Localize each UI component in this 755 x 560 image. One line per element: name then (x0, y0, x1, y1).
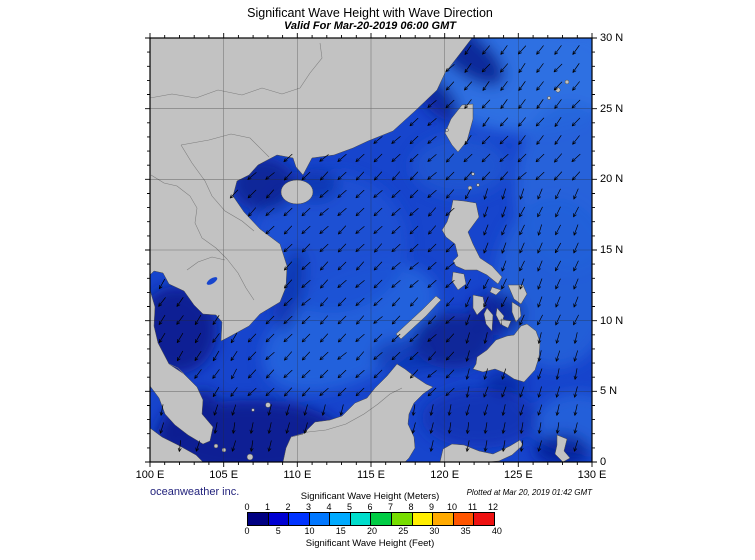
colorbar-cell (391, 513, 412, 525)
feet-tick-label: 35 (460, 526, 471, 536)
land-negros (483, 307, 494, 332)
feet-tick-label: 0 (244, 526, 250, 536)
colorbar-cell (473, 513, 494, 525)
valid-time-subtitle: Valid For Mar-20-2019 06:00 GMT (284, 20, 456, 32)
meters-tick-label: 10 (446, 502, 458, 512)
lon-tick-label: 105 E (209, 469, 239, 481)
land-taiwan (444, 103, 474, 153)
colorbar-cell (329, 513, 350, 525)
land-masbate (489, 286, 502, 296)
island-ryukyu-2 (564, 79, 570, 85)
lat-tick-label: 30 N (600, 32, 624, 44)
meters-tick-label: 1 (264, 502, 271, 512)
colorbar-cell (370, 513, 392, 525)
land-samar (507, 284, 528, 305)
feet-tick-label: 25 (398, 526, 409, 536)
lon-tick-label: 125 E (503, 469, 533, 481)
colorbar-cell (288, 513, 309, 525)
island-riau (213, 443, 219, 449)
axis-ticks (145, 33, 597, 467)
meters-tick-label: 6 (367, 502, 373, 512)
land-bohol (500, 318, 512, 329)
island-penghu (445, 128, 449, 132)
lat-tick-label: 25 N (600, 102, 624, 115)
lon-tick-label: 100 E (135, 469, 165, 481)
colorbar-cell (308, 513, 330, 525)
land-luzon (441, 199, 503, 285)
colorbar-cell (349, 513, 371, 525)
land-mindoro (451, 271, 467, 291)
lon-tick-label: 110 E (283, 469, 312, 481)
page-title: Significant Wave Height with Wave Direct… (247, 6, 493, 20)
colorbar-feet-label: Significant Wave Height (Feet) (305, 538, 435, 549)
land-palawan (395, 295, 442, 340)
island-batanes (471, 172, 475, 176)
lat-tick-label: 5 N (600, 385, 618, 398)
feet-ticks: 0 5 10 15 20 25 30 35 40 (244, 526, 501, 536)
colorbar-cell (452, 513, 474, 525)
meters-tick-label: 3 (305, 502, 312, 512)
land-hainan (280, 179, 314, 205)
land-borneo (282, 363, 434, 462)
island-anambas (251, 408, 255, 412)
wave-direction-arrows (158, 45, 581, 452)
feet-tick-label: 10 (304, 526, 315, 536)
colorbar-cell (411, 513, 433, 525)
wave-height-field (150, 38, 592, 462)
land-malay-peninsula (150, 289, 214, 445)
meters-tick-label: 0 (244, 502, 250, 512)
island-ryukyu-3 (547, 96, 551, 100)
feet-tick-label: 5 (275, 526, 281, 536)
feet-tick-label: 15 (335, 526, 346, 536)
meters-tick-label: 9 (428, 502, 435, 512)
island-natuna (265, 402, 271, 408)
meters-tick-label: 11 (467, 502, 478, 512)
colorbar-cell (248, 513, 268, 525)
island-babuyan-2 (476, 183, 480, 187)
lat-tick-label: 20 N (600, 173, 624, 186)
meters-ticks: 0 1 2 3 4 5 6 7 8 9 10 11 12 (244, 502, 498, 512)
plotted-timestamp: Plotted at Mar 20, 2019 01:42 GMT (466, 488, 592, 497)
lon-tick-label: 120 E (430, 469, 460, 481)
credit-text: oceanweather inc. (150, 486, 240, 498)
land-sulawesi (439, 439, 524, 462)
island-ryukyu (555, 87, 561, 93)
lat-tick-label: 15 N (600, 244, 624, 256)
lon-tick-label: 130 E (577, 469, 607, 481)
meters-tick-label: 2 (285, 502, 291, 512)
land-layer (150, 38, 571, 462)
country-borders (150, 42, 403, 438)
land-halmahera (554, 434, 571, 462)
colorbar-meters-label: Significant Wave Height (Meters) (300, 491, 440, 502)
land-mainland-asia (150, 38, 473, 342)
lat-tick-label: 0 (600, 456, 607, 468)
colorbar-cell (432, 513, 453, 525)
meters-tick-label: 12 (487, 502, 499, 512)
colorbar-cell (267, 513, 289, 525)
lake-tonle-sap (206, 277, 218, 285)
feet-tick-label: 30 (429, 526, 440, 536)
island-babuyan (467, 185, 473, 191)
land-sumatra (150, 427, 204, 462)
meters-tick-label: 7 (387, 502, 394, 512)
meters-tick-label: 4 (326, 502, 332, 512)
land-panay (472, 294, 486, 316)
graticule (150, 38, 592, 462)
island-bangka (246, 453, 254, 461)
feet-tick-label: 20 (366, 526, 377, 536)
feet-tick-label: 40 (491, 526, 502, 536)
meters-tick-label: 5 (346, 502, 353, 512)
lat-tick-label: 10 N (600, 314, 624, 327)
island-riau-2 (221, 447, 227, 453)
colorbar (247, 512, 495, 526)
lon-tick-label: 115 E (357, 469, 385, 481)
wave-height-map (145, 33, 597, 467)
meters-tick-label: 8 (408, 502, 414, 512)
